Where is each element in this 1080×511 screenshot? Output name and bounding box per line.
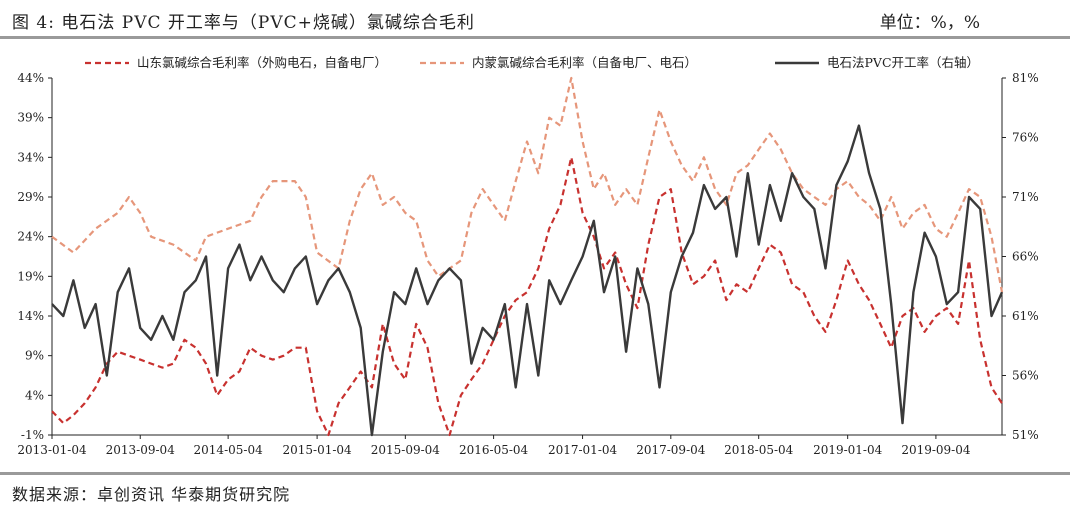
y-left-tick-label: 44% [17,71,44,85]
series-group [51,76,1004,437]
legend-label-sd: 山东氯碱综合毛利率（外购电石，自备电厂） [137,55,387,70]
x-tick-label: 2015-09-04 [371,443,441,457]
y-left-tick-label: 29% [17,190,44,204]
chart-unit: 单位：%，% [879,13,980,33]
x-tick-label: 2018-05-04 [724,443,794,457]
y-right-tick-label: 76% [1012,131,1039,145]
y-left-tick-label: 9% [25,349,44,363]
data-source: 数据来源：卓创资讯 华泰期货研究院 [12,485,291,504]
x-axis: 2013-01-04 2013-09-04 2014-05-04 2015-01-04… [17,435,971,457]
y-right-tick-label: 51% [1012,428,1039,442]
y-axis-left: -1% 4% 9% 14% 19% 24% 29% 34% 39% 44% [17,71,52,442]
x-tick-label: 2017-09-04 [636,443,706,457]
legend-label-pvc: 电石法PVC开工率（右轴） [827,55,979,70]
y-right-tick-label: 81% [1012,71,1039,85]
y-right-tick-label: 61% [1012,309,1039,323]
y-left-tick-label: -1% [21,428,44,442]
x-tick-label: 2019-01-04 [813,443,883,457]
x-tick-label: 2017-01-04 [548,443,618,457]
x-tick-label: 2013-01-04 [17,443,87,457]
x-tick-label: 2014-05-04 [194,443,264,457]
y-left-tick-label: 19% [17,269,44,283]
y-left-tick-label: 14% [17,309,44,323]
y-left-tick-label: 34% [17,150,44,164]
top-rule [0,36,1070,39]
series-line-nm [51,76,1004,293]
y-left-tick-label: 39% [17,111,44,125]
chart-header: 图 4: 电石法 PVC 开工率与（PVC+烧碱）氯碱综合毛利 单位：%，% [0,0,1080,38]
y-right-tick-label: 71% [1012,190,1039,204]
bottom-rule [0,472,1070,475]
y-axis-right: 51% 56% 61% 66% 71% 76% 81% [1002,71,1039,442]
series-line-sd [51,156,1003,437]
y-right-tick-label: 56% [1012,369,1039,383]
y-right-tick-label: 66% [1012,250,1039,264]
x-tick-label: 2016-05-04 [459,443,529,457]
chart-title: 图 4: 电石法 PVC 开工率与（PVC+烧碱）氯碱综合毛利 [12,13,475,33]
series-line-pvc [51,124,1004,437]
x-tick-label: 2019-09-04 [901,443,971,457]
y-left-tick-label: 24% [17,230,44,244]
x-tick-label: 2013-09-04 [106,443,176,457]
legend: 山东氯碱综合毛利率（外购电石，自备电厂） 内蒙氯碱综合毛利率（自备电厂、电石） 电石… [85,55,979,70]
x-tick-label: 2015-01-04 [283,443,353,457]
y-left-tick-label: 4% [25,388,44,402]
legend-label-nm: 内蒙氯碱综合毛利率（自备电厂、电石） [472,55,697,70]
